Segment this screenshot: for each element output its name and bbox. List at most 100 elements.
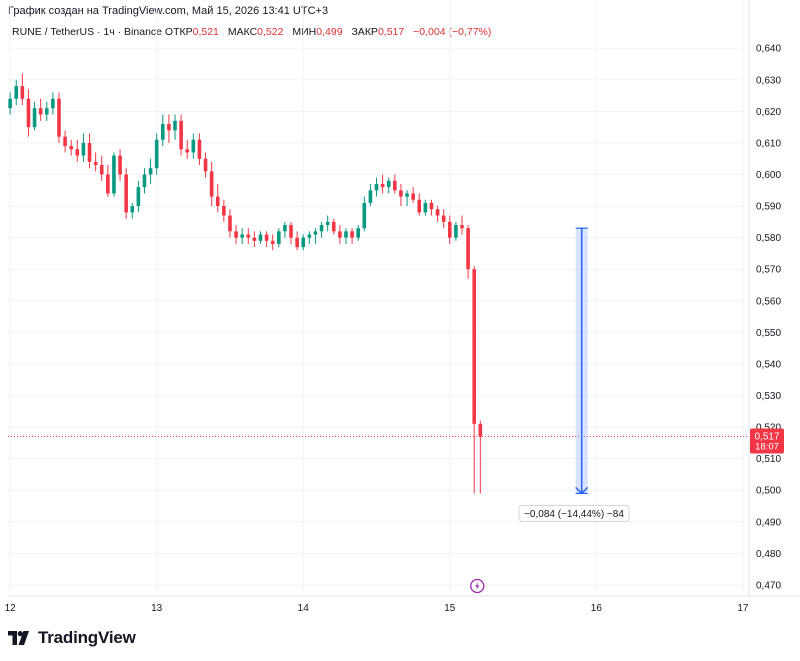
candle-up[interactable]	[258, 234, 263, 241]
candle-up[interactable]	[319, 225, 324, 232]
candle-down[interactable]	[295, 237, 299, 248]
candle-up[interactable]	[32, 108, 37, 128]
candle-up[interactable]	[160, 123, 165, 140]
x-tick-label: 16	[591, 603, 603, 614]
candle-up[interactable]	[283, 225, 287, 232]
candle-up[interactable]	[14, 86, 19, 99]
candle-up[interactable]	[454, 225, 458, 238]
y-tick-label: 0,520	[756, 423, 781, 434]
candle-down[interactable]	[167, 123, 171, 131]
candle-up[interactable]	[362, 202, 367, 229]
candle-down[interactable]	[350, 231, 354, 238]
tradingview-wordmark: TradingView	[38, 628, 136, 647]
candle-up[interactable]	[356, 228, 360, 238]
candle-down[interactable]	[393, 180, 397, 191]
candle-up[interactable]	[136, 187, 141, 207]
candle-up[interactable]	[112, 155, 116, 194]
price-axis[interactable]: 0,640 0,630 0,620 0,610 0,600 0,590 0,580 0,570…	[750, 44, 784, 592]
candle-down[interactable]	[252, 237, 257, 241]
candle-down[interactable]	[417, 199, 422, 213]
candle-up[interactable]	[130, 206, 135, 213]
chart-created-caption: График создан на TradingView.com, Май 15…	[8, 5, 329, 17]
candle-down[interactable]	[185, 149, 190, 153]
candle-up[interactable]	[386, 180, 391, 188]
tradingview-logo[interactable]: TradingView	[8, 628, 136, 648]
candle-down[interactable]	[466, 228, 470, 270]
candle-down[interactable]	[38, 108, 43, 115]
candle-up[interactable]	[405, 193, 409, 197]
candle-down[interactable]	[118, 155, 122, 175]
candle-down[interactable]	[441, 215, 446, 222]
candle-up[interactable]	[154, 139, 159, 169]
candle-down[interactable]	[289, 225, 293, 238]
y-tick-label: 0,530	[756, 391, 781, 402]
candle-up[interactable]	[44, 108, 49, 115]
candle-down[interactable]	[380, 183, 385, 188]
candle-down[interactable]	[246, 234, 251, 238]
candle-up[interactable]	[173, 120, 177, 131]
x-tick-label: 15	[444, 603, 456, 614]
candle-up[interactable]	[240, 234, 244, 238]
measure-label: −0,084 (−14,44%) −84	[524, 509, 624, 520]
candle-down[interactable]	[447, 221, 452, 238]
candle-up[interactable]	[8, 98, 12, 109]
candle-up[interactable]	[51, 98, 55, 109]
candle-up[interactable]	[191, 139, 196, 153]
candle-down[interactable]	[20, 86, 25, 99]
candle-up[interactable]	[368, 190, 373, 203]
candle-down[interactable]	[234, 231, 238, 238]
candle-up[interactable]	[301, 237, 306, 248]
candle-down[interactable]	[435, 209, 440, 216]
candle-up[interactable]	[325, 221, 330, 226]
candle-down[interactable]	[57, 98, 61, 137]
candle-down[interactable]	[228, 215, 232, 232]
candle-down[interactable]	[338, 231, 342, 238]
candle-down[interactable]	[106, 174, 110, 194]
candle-down[interactable]	[460, 225, 464, 229]
candle-down[interactable]	[270, 240, 275, 244]
candle-down[interactable]	[399, 190, 403, 197]
symbol-name[interactable]: RUNE / TetherUS · 1ч · Binance	[12, 26, 162, 38]
candle-up[interactable]	[423, 202, 428, 213]
current-price-value: 0,517	[754, 432, 779, 443]
candle-up[interactable]	[374, 183, 379, 191]
candle-down[interactable]	[179, 120, 183, 150]
candles[interactable]	[8, 73, 483, 494]
candle-down[interactable]	[331, 221, 336, 232]
candle-up[interactable]	[81, 142, 86, 156]
flash-glyph	[475, 582, 480, 590]
candle-up[interactable]	[344, 231, 348, 238]
candle-down[interactable]	[478, 423, 483, 437]
candle-down[interactable]	[197, 139, 202, 159]
symbol-legend: RUNE / TetherUS · 1ч · Binance ОТКР0,521…	[12, 26, 497, 38]
x-tick-label: 12	[5, 603, 17, 614]
candle-down[interactable]	[472, 269, 477, 424]
candle-down[interactable]	[264, 234, 269, 241]
candle-down[interactable]	[75, 149, 80, 156]
candle-down[interactable]	[209, 171, 214, 197]
candle-up[interactable]	[148, 168, 153, 175]
candle-down[interactable]	[429, 202, 434, 210]
candle-down[interactable]	[215, 196, 220, 207]
y-tick-label: 0,610	[756, 138, 781, 149]
candle-down[interactable]	[26, 98, 31, 128]
current-price-tag[interactable]	[750, 428, 784, 454]
candle-down[interactable]	[222, 206, 226, 216]
candle-up[interactable]	[307, 234, 312, 238]
candle-up[interactable]	[142, 174, 147, 188]
candle-down[interactable]	[411, 193, 415, 200]
x-tick-label: 14	[298, 603, 310, 614]
candle-down[interactable]	[69, 146, 74, 150]
candle-down[interactable]	[63, 136, 67, 147]
candle-down[interactable]	[87, 142, 92, 162]
y-tick-label: 0,490	[756, 517, 781, 528]
candle-down[interactable]	[99, 165, 104, 175]
candle-up[interactable]	[313, 231, 318, 235]
time-axis[interactable]: 12 13 14 15 16 17	[5, 603, 749, 614]
candle-down[interactable]	[203, 158, 208, 172]
candle-down[interactable]	[124, 174, 128, 213]
candle-down[interactable]	[93, 161, 98, 166]
candle-up[interactable]	[277, 231, 281, 244]
y-tick-label: 0,590	[756, 202, 781, 213]
